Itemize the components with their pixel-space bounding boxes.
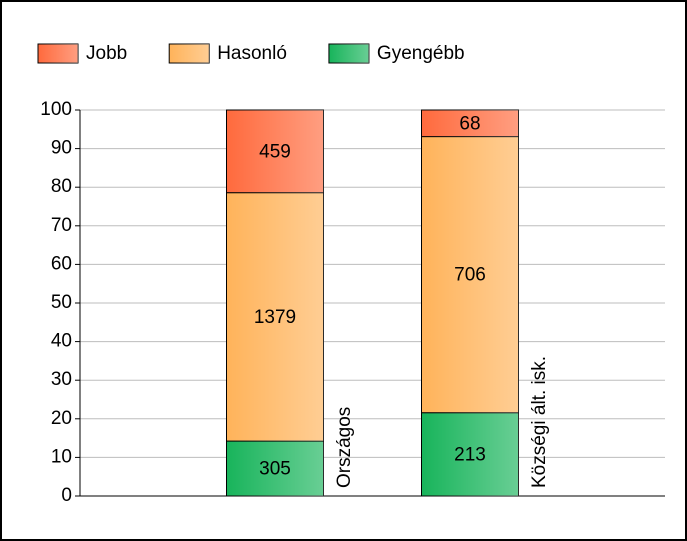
- y-tick-label: 0: [61, 485, 72, 506]
- legend-swatch-shine: [38, 44, 78, 63]
- data-label: 706: [454, 265, 486, 286]
- y-tick-label: 50: [51, 292, 72, 313]
- y-tick-label: 70: [51, 215, 72, 236]
- y-tick-label: 30: [51, 369, 72, 390]
- x-tick-label: Országos: [334, 407, 355, 488]
- data-label: 68: [459, 113, 480, 134]
- legend-label: Hasonló: [217, 43, 287, 64]
- y-tick-label: 90: [51, 138, 72, 159]
- x-tick-label: Községi ált. isk.: [529, 356, 550, 488]
- y-tick-label: 40: [51, 331, 72, 352]
- bar-shine: [226, 110, 324, 193]
- legend-swatch-shine: [169, 44, 210, 63]
- y-tick-label: 60: [51, 253, 72, 274]
- y-tick-label: 20: [51, 408, 72, 429]
- data-label: 305: [259, 459, 291, 480]
- data-label: 459: [259, 141, 291, 162]
- bar-shine: [421, 110, 519, 137]
- data-label: 1379: [254, 307, 296, 328]
- data-label: 213: [454, 444, 486, 465]
- legend-label: Gyengébb: [377, 43, 465, 64]
- bar-shine: [226, 192, 324, 442]
- bar-shine: [226, 441, 324, 496]
- legend-label: Jobb: [86, 43, 127, 64]
- bar-shine: [421, 136, 519, 413]
- legend-swatch-shine: [328, 44, 369, 63]
- y-tick-label: 80: [51, 176, 72, 197]
- y-tick-label: 10: [51, 446, 72, 467]
- y-tick-label: 100: [40, 99, 72, 120]
- bar-shine: [421, 412, 519, 496]
